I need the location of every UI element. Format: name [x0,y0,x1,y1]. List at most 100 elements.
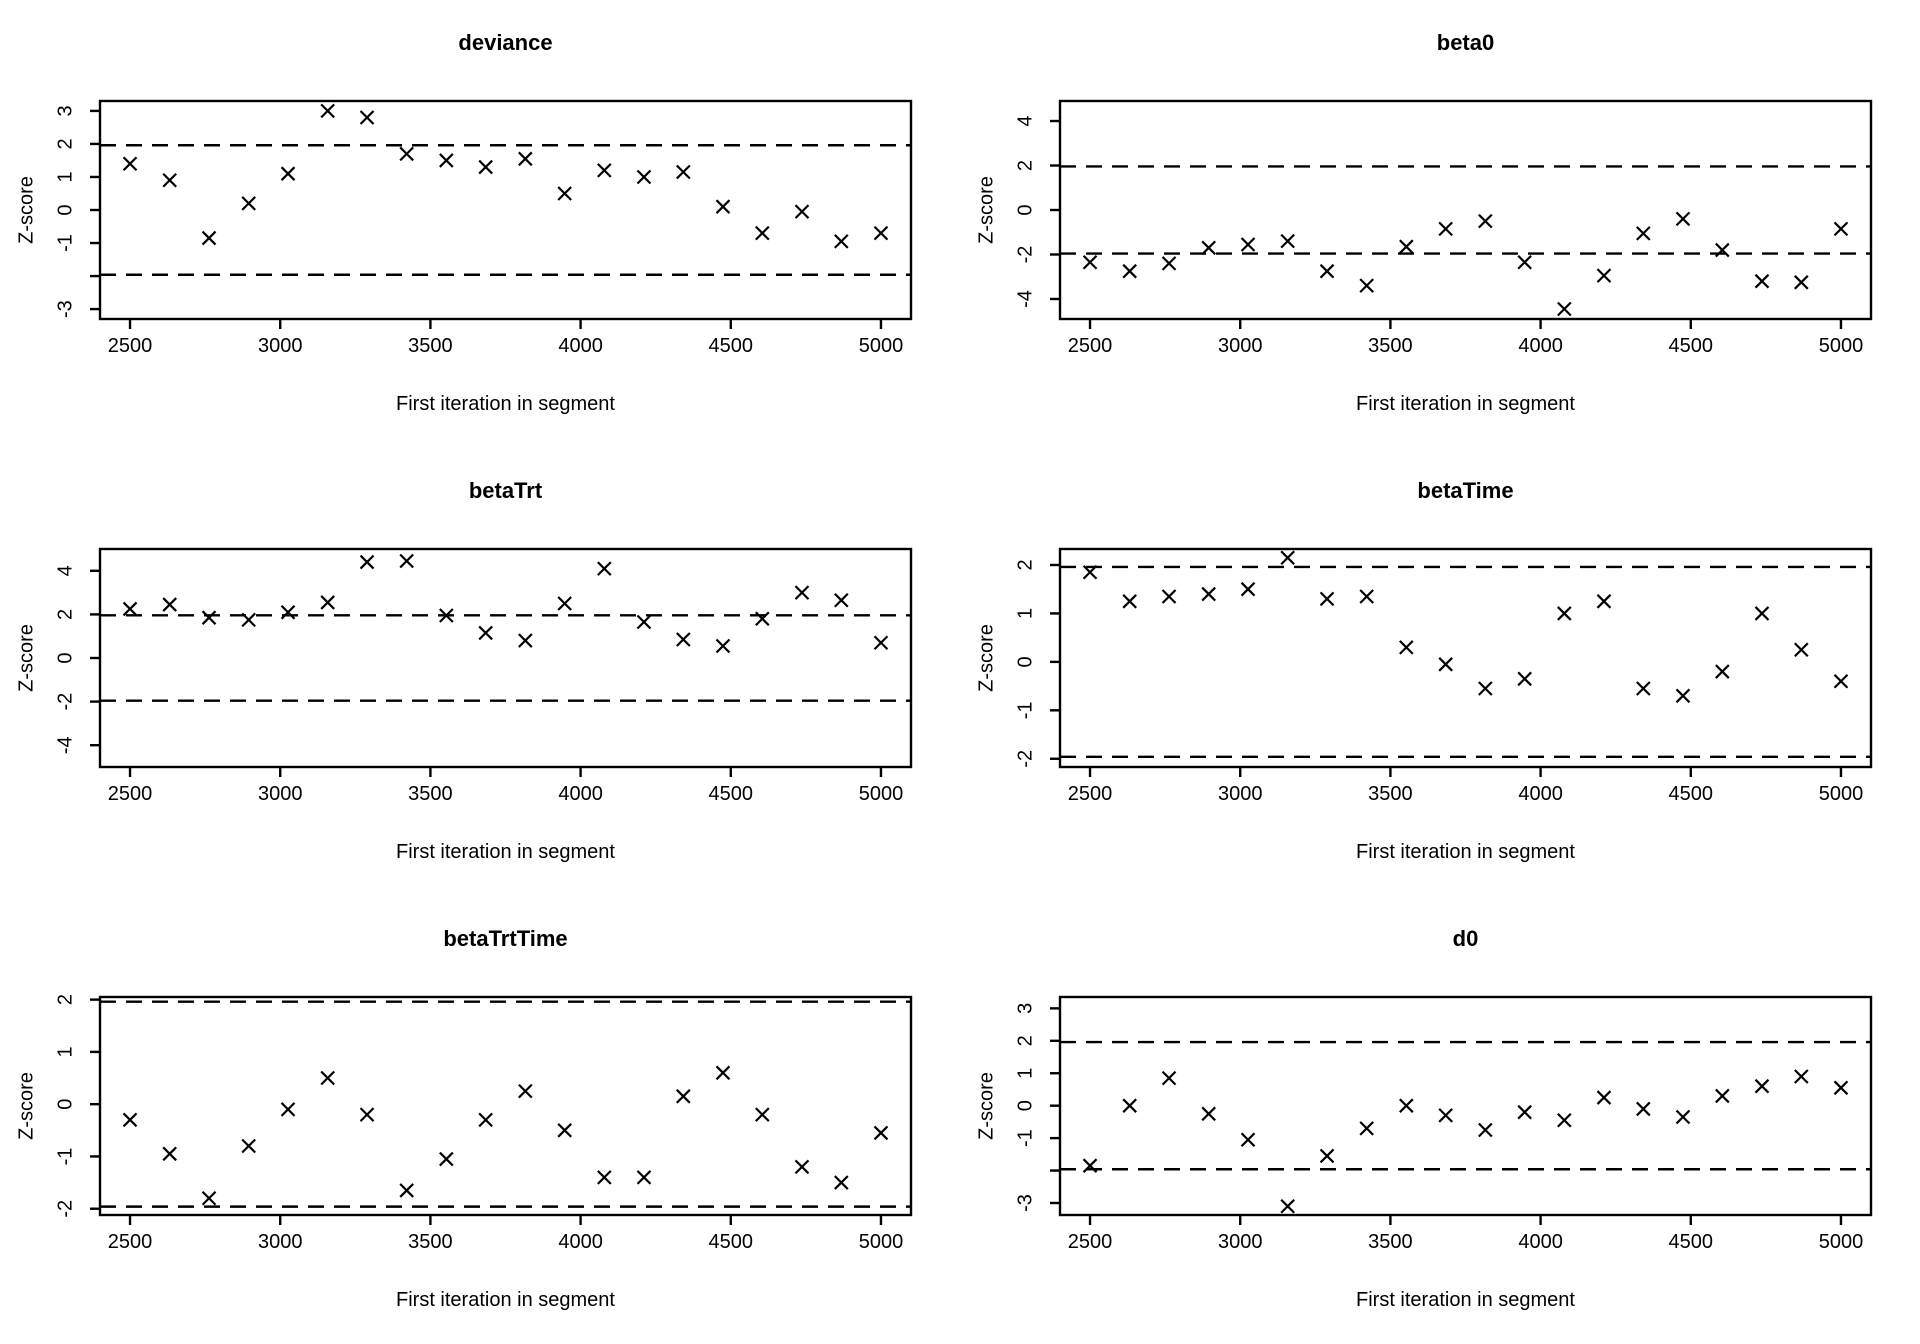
y-axis-tick-label: -1 [1014,701,1036,719]
data-point-x-cross-icon [1636,681,1651,696]
data-point-x-cross-icon [1280,1198,1295,1214]
x-axis-tick-label: 2500 [108,1231,153,1253]
data-point-x-cross-icon [1754,606,1770,621]
data-point-x-cross-icon [1359,278,1374,293]
x-axis-tick-label: 3000 [1218,1231,1263,1253]
x-axis-tick-label: 5000 [1819,783,1864,805]
x-cross-stroke [399,146,414,162]
data-point-x-cross-icon [1240,1132,1256,1148]
x-cross-stroke [122,1112,138,1128]
data-point-x-cross-icon [557,1123,572,1138]
x-cross-stroke [439,608,454,623]
y-axis-label: Z-score [15,624,37,692]
x-cross-stroke [201,610,217,625]
data-point-x-cross-icon [439,1151,454,1167]
x-cross-stroke [1754,1078,1770,1094]
x-axis-label: First iteration in segment [1356,1289,1575,1311]
x-cross-stroke [1675,1109,1691,1125]
x-cross-stroke [636,614,652,630]
panel-title: betaTrtTime [443,926,567,951]
data-point-x-cross-icon [518,151,533,167]
data-point-x-cross-icon [597,561,612,576]
data-point-x-cross-icon [162,1146,177,1162]
data-point-x-cross-icon [518,633,533,648]
x-axis-tick-label: 2500 [1068,783,1113,805]
x-cross-stroke [399,553,414,569]
x-axis-tick-label: 4500 [709,783,754,805]
data-point-x-cross-icon [1557,1112,1572,1128]
data-point-x-cross-icon [1399,239,1414,254]
x-cross-stroke [1833,673,1849,689]
data-point-x-cross-icon [755,1107,770,1122]
data-point-x-cross-icon [1715,664,1730,679]
x-axis-tick-label: 5000 [859,335,904,357]
data-point-x-cross-icon [715,1065,731,1081]
x-cross-stroke [794,1159,810,1175]
x-axis-tick-label: 3000 [258,783,303,805]
data-point-x-cross-icon [1675,688,1691,704]
data-point-x-cross-icon [122,601,138,617]
x-cross-stroke [1399,1098,1414,1113]
x-axis-tick-label: 4500 [1669,335,1714,357]
x-cross-stroke [676,164,691,180]
data-point-x-cross-icon [518,1083,533,1099]
x-cross-stroke [1636,1101,1651,1117]
data-point-x-cross-icon [1794,275,1809,290]
data-point-x-cross-icon [1478,1122,1493,1138]
x-cross-stroke [359,110,375,125]
x-cross-stroke [1794,275,1809,290]
x-cross-stroke [162,172,177,188]
data-point-x-cross-icon [636,614,652,630]
x-axis-tick-label: 3500 [408,783,453,805]
data-point-x-cross-icon [1596,1090,1612,1105]
data-point-x-cross-icon [715,199,731,214]
x-cross-stroke [320,103,335,119]
x-cross-stroke [1359,278,1374,293]
x-cross-stroke [478,159,493,175]
x-axis-tick-label: 3500 [408,1231,453,1253]
data-point-x-cross-icon [597,163,612,178]
x-cross-stroke [1240,581,1256,597]
x-axis-tick-label: 4000 [1518,335,1563,357]
data-point-x-cross-icon [122,156,138,172]
x-axis-label: First iteration in segment [1356,841,1575,863]
x-cross-stroke [755,225,770,241]
x-axis-tick-label: 4500 [709,335,754,357]
x-axis-tick-label: 3500 [408,335,453,357]
y-axis-tick-label: 0 [54,652,76,663]
x-axis-tick-label: 3500 [1368,335,1413,357]
data-point-x-cross-icon [1438,657,1453,672]
x-cross-stroke [122,156,138,172]
data-point-x-cross-icon [834,234,849,249]
data-point-x-cross-icon [478,1112,493,1128]
x-cross-stroke [1596,594,1612,609]
x-cross-stroke [1557,301,1572,317]
y-axis-tick-label: -3 [1014,1194,1036,1212]
y-axis-tick-label: -1 [1014,1129,1036,1147]
data-point-x-cross-icon [1201,1106,1216,1122]
data-point-x-cross-icon [1833,673,1849,689]
x-cross-stroke [1399,640,1414,655]
data-point-x-cross-icon [873,1125,889,1141]
x-cross-stroke [1240,237,1256,252]
x-cross-stroke [1754,273,1770,289]
data-point-x-cross-icon [1675,211,1691,227]
data-point-x-cross-icon [1833,1080,1849,1096]
y-axis-tick-label: -2 [1014,246,1036,264]
panel-betaTrtTime: betaTrtTime 2500 3000 3500 4000 4500 5000 2 1 0 -1… [15,926,913,1311]
y-axis-tick-label: 4 [54,565,76,576]
x-cross-stroke [1675,688,1691,704]
data-point-x-cross-icon [1715,1088,1730,1104]
y-axis-label: Z-score [975,1072,997,1140]
x-cross-stroke [1517,671,1532,687]
x-cross-stroke [280,604,296,620]
x-cross-stroke [399,1183,414,1198]
data-point-x-cross-icon [162,172,177,188]
plot-box [1058,547,1873,769]
x-cross-stroke [1161,1070,1177,1086]
x-cross-stroke [1754,606,1770,621]
x-axis-tick-label: 2500 [1068,335,1113,357]
x-cross-stroke [1794,642,1809,658]
data-point-x-cross-icon [636,1170,652,1185]
plot-box [1058,995,1873,1217]
